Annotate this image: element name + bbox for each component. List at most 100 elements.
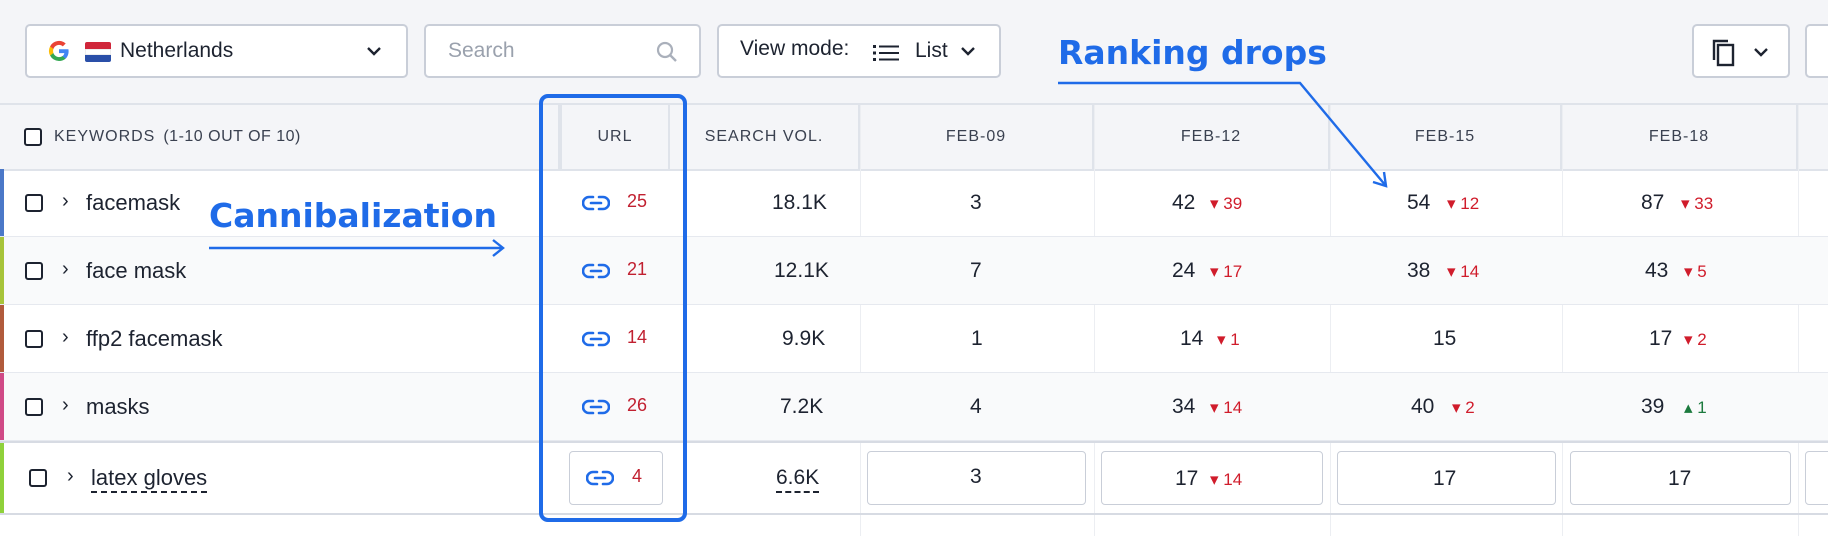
url-count: 21	[627, 259, 648, 279]
position-change: ▾ 14	[1447, 262, 1480, 281]
search-volume: 9.9K	[782, 327, 826, 350]
position-change: ▴ 1	[1684, 398, 1707, 417]
chevron-down-icon	[961, 47, 975, 56]
search-placeholder: Search	[448, 39, 515, 62]
position-feb-18: 39	[1641, 395, 1665, 418]
cannibalization-arrow	[209, 239, 505, 257]
keyword-label[interactable]: face mask	[86, 258, 187, 283]
row-color-strip	[0, 373, 4, 440]
search-volume-column-header[interactable]: SEARCH VOL.	[670, 105, 860, 169]
url-column-highlight	[539, 94, 687, 522]
keyword-label[interactable]: facemask	[86, 190, 181, 215]
position-feb-15: 17	[1433, 467, 1457, 490]
feb-09-cell[interactable]	[867, 451, 1086, 505]
feb-18-column-header[interactable]: FEB-18	[1562, 105, 1798, 169]
ranking-drops-arrow	[1058, 81, 1388, 188]
position-change: ▾ 1	[1217, 330, 1240, 349]
table-row[interactable]: › masks 26 7.2K 4 34 ▾ 14 40 ▾ 2 39 ▴ 1	[0, 373, 1828, 441]
country-selector[interactable]: Netherlands	[25, 24, 408, 78]
position-change: ▾ 14	[1210, 470, 1243, 489]
row-color-strip	[0, 169, 4, 236]
feb-15-cell[interactable]	[1337, 451, 1556, 505]
url-column-header[interactable]: URL	[560, 105, 670, 169]
table-row[interactable]: › facemask 25 18.1K 3 42 ▾ 39 54 ▾ 12 87…	[0, 169, 1828, 237]
chevron-right-icon[interactable]: ›	[67, 465, 74, 487]
keywords-count: (1-10 OUT OF 10)	[163, 128, 301, 145]
link-icon[interactable]	[586, 469, 614, 487]
keywords-column-header[interactable]: KEYWORDS (1-10 OUT OF 10)	[0, 105, 560, 169]
row-color-strip	[0, 305, 4, 372]
copy-menu-button[interactable]	[1692, 24, 1790, 78]
feb-18-cell[interactable]	[1570, 451, 1791, 505]
position-feb-18: 43	[1645, 259, 1669, 282]
list-icon	[873, 45, 899, 61]
position-feb-18: 17	[1649, 327, 1673, 350]
chevron-right-icon[interactable]: ›	[62, 190, 69, 212]
search-volume: 6.6K	[776, 465, 820, 493]
next-cell[interactable]	[1805, 451, 1828, 505]
chevron-right-icon[interactable]: ›	[62, 326, 69, 348]
row-checkbox[interactable]	[25, 330, 43, 348]
position-feb-15: 54	[1407, 191, 1431, 214]
link-icon[interactable]	[582, 330, 610, 348]
position-change: ▾ 33	[1681, 194, 1714, 213]
select-all-checkbox[interactable]	[24, 128, 42, 146]
position-feb-12: 24	[1172, 259, 1196, 282]
copy-icon	[1712, 39, 1735, 67]
url-count: 14	[627, 327, 648, 347]
chevron-right-icon[interactable]: ›	[62, 258, 69, 280]
row-color-strip	[0, 443, 4, 513]
search-icon	[656, 41, 677, 62]
position-change: ▾ 2	[1452, 398, 1475, 417]
feb-12-cell[interactable]	[1101, 451, 1323, 505]
search-volume: 12.1K	[774, 259, 829, 282]
feb-15-column-header[interactable]: FEB-15	[1330, 105, 1562, 169]
google-logo-icon	[48, 40, 69, 62]
position-change: ▾ 5	[1684, 262, 1707, 281]
position-feb-12: 17	[1175, 467, 1199, 490]
position-feb-09: 7	[970, 259, 982, 282]
keywords-header-label: KEYWORDS	[54, 128, 156, 145]
view-mode-selector[interactable]: View mode: List	[717, 24, 1001, 78]
table-header: KEYWORDS (1-10 OUT OF 10) URL SEARCH VOL…	[0, 105, 1828, 171]
position-change: ▾ 17	[1210, 262, 1243, 281]
keywords-table: KEYWORDS (1-10 OUT OF 10) URL SEARCH VOL…	[0, 103, 1828, 536]
position-change: ▾ 14	[1210, 398, 1243, 417]
position-feb-18: 87	[1641, 191, 1665, 214]
cannibalization-annotation: Cannibalization	[209, 196, 498, 235]
position-feb-15: 40	[1411, 395, 1435, 418]
row-checkbox[interactable]	[25, 398, 43, 416]
keyword-label[interactable]: ffp2 facemask	[86, 326, 223, 351]
search-input[interactable]: Search	[424, 24, 701, 78]
position-feb-15: 15	[1433, 327, 1457, 350]
link-icon[interactable]	[582, 262, 610, 280]
position-feb-12: 42	[1172, 191, 1196, 214]
feb-09-column-header[interactable]: FEB-09	[860, 105, 1094, 169]
position-feb-12: 34	[1172, 395, 1196, 418]
link-icon[interactable]	[582, 398, 610, 416]
keyword-label[interactable]: masks	[86, 394, 150, 419]
ranking-drops-annotation: Ranking drops	[1058, 33, 1327, 72]
url-cell-button[interactable]	[569, 451, 663, 505]
link-icon[interactable]	[582, 194, 610, 212]
position-change: ▾ 12	[1447, 194, 1480, 213]
search-volume: 18.1K	[772, 191, 827, 214]
feb-12-column-header[interactable]: FEB-12	[1094, 105, 1330, 169]
view-mode-label: View mode:	[740, 37, 850, 60]
row-checkbox[interactable]	[25, 194, 43, 212]
row-checkbox[interactable]	[29, 469, 47, 487]
more-button[interactable]	[1805, 24, 1828, 78]
position-feb-09: 1	[971, 327, 983, 350]
table-row[interactable]: › ffp2 facemask 14 9.9K 1 14 ▾ 1 15 17 ▾…	[0, 305, 1828, 373]
position-feb-15: 38	[1407, 259, 1431, 282]
chevron-right-icon[interactable]: ›	[62, 394, 69, 416]
row-color-strip	[0, 237, 4, 304]
position-feb-12: 14	[1180, 327, 1204, 350]
position-feb-09: 3	[970, 191, 982, 214]
table-row[interactable]: › latex gloves 4 6.6K 3 17 ▾ 14 17 17	[0, 441, 1828, 515]
row-checkbox[interactable]	[25, 262, 43, 280]
netherlands-flag-icon	[85, 42, 111, 62]
position-change: ▾ 2	[1684, 330, 1707, 349]
keyword-label[interactable]: latex gloves	[91, 465, 208, 493]
search-volume: 7.2K	[780, 395, 824, 418]
